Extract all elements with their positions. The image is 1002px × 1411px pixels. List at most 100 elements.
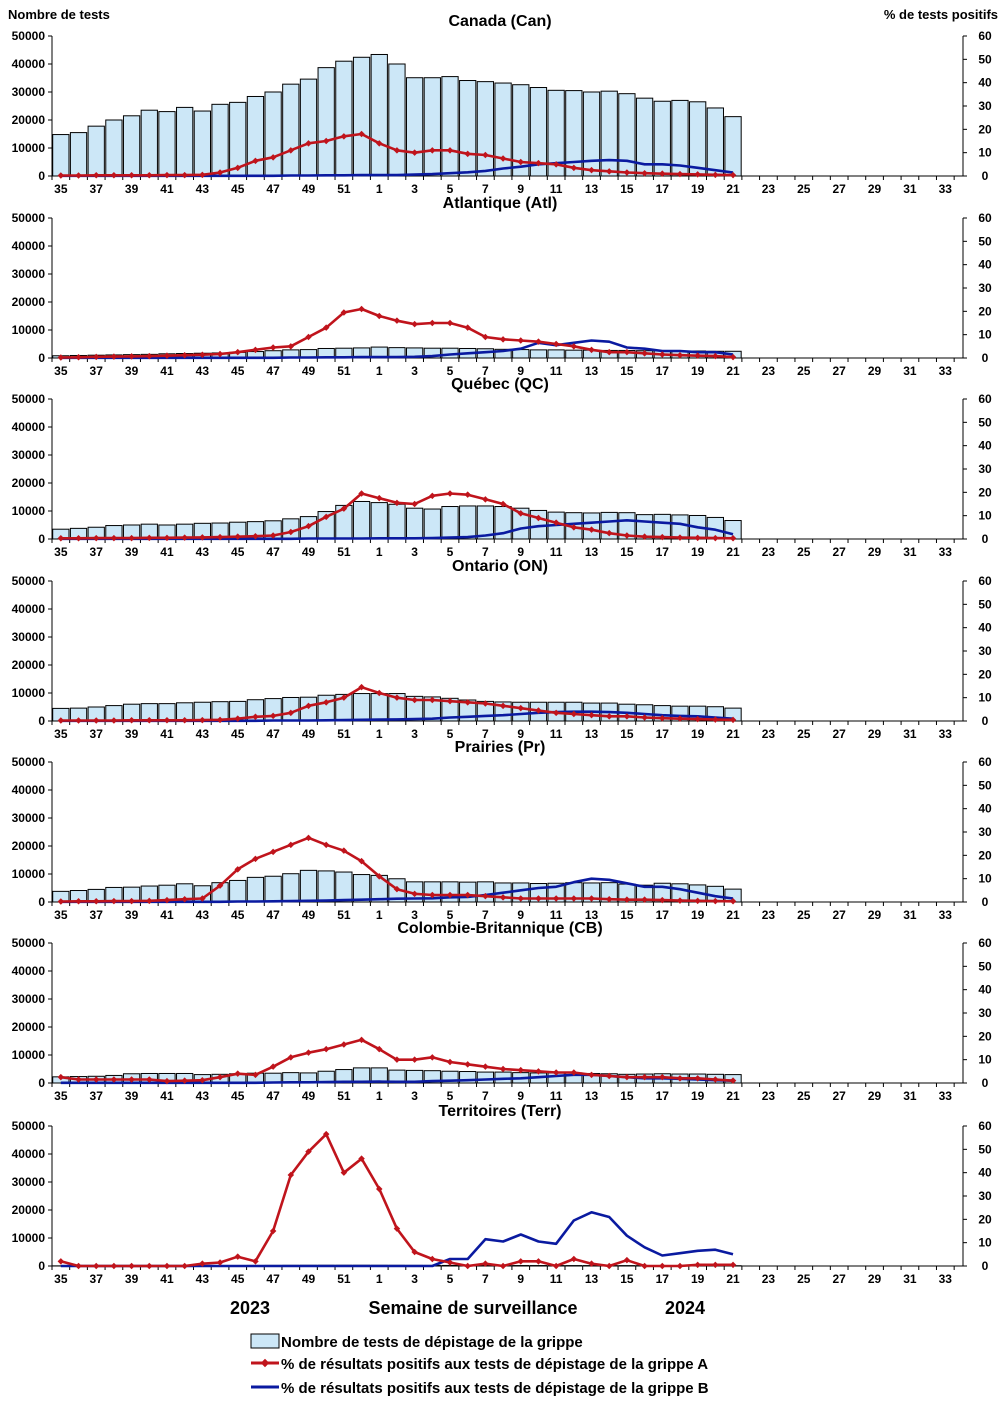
x-tick-label: 49 bbox=[302, 182, 316, 196]
right-tick-label: 50 bbox=[978, 415, 992, 429]
panel-7: Territoires (Terr) 0 10000 20000 30000 40000 5… bbox=[12, 1103, 992, 1286]
x-tick-label: 19 bbox=[691, 908, 705, 922]
tests-bar bbox=[264, 91, 282, 177]
flu-a-point bbox=[411, 890, 418, 898]
x-tick-label: 25 bbox=[797, 545, 811, 559]
flu-a-point bbox=[181, 717, 188, 724]
flu-a-point bbox=[393, 317, 401, 324]
right-tick-label: 40 bbox=[978, 439, 992, 453]
flu-a-point bbox=[358, 857, 365, 865]
flu-a-point bbox=[305, 834, 312, 842]
flu-a-point bbox=[128, 897, 135, 905]
flu-a-point bbox=[146, 172, 153, 179]
panel-title: Atlantique (Atl) bbox=[443, 195, 558, 212]
flu-a-point bbox=[712, 716, 719, 723]
tests-bar bbox=[69, 132, 88, 177]
x-tick-label: 43 bbox=[196, 727, 210, 741]
flu-a-point bbox=[146, 717, 153, 724]
x-tick-label: 13 bbox=[585, 545, 599, 559]
tests-bar bbox=[352, 693, 371, 722]
flu-a-point bbox=[110, 534, 118, 542]
tests-bar bbox=[405, 507, 424, 540]
tests-bar bbox=[140, 109, 158, 177]
x-tick-label: 11 bbox=[550, 727, 563, 741]
left-tick-label: 40000 bbox=[12, 783, 46, 797]
flu-a-point bbox=[199, 895, 206, 902]
x-tick-label: 17 bbox=[656, 545, 670, 559]
panel-4: Ontario (ON) 0 10000 20000 30000 40000 50000 0 1… bbox=[12, 558, 992, 741]
flu-a-point bbox=[552, 161, 560, 168]
x-tick-label: 49 bbox=[302, 364, 316, 378]
x-tick-label: 35 bbox=[54, 182, 68, 196]
x-tick-label: 51 bbox=[337, 1089, 351, 1103]
flu-a-point bbox=[92, 898, 100, 905]
x-tick-label: 7 bbox=[482, 1089, 489, 1103]
right-tick-label: 0 bbox=[982, 532, 989, 546]
left-tick-label: 10000 bbox=[12, 1231, 46, 1245]
x-tick-label: 37 bbox=[90, 364, 104, 378]
left-tick-label: 30000 bbox=[12, 630, 46, 644]
left-tick-label: 20000 bbox=[12, 658, 46, 672]
flu-a-point bbox=[358, 490, 365, 497]
panel-5: Prairies (Pr) 0 10000 20000 30000 40000 50000 0… bbox=[12, 739, 992, 922]
x-tick-label: 3 bbox=[411, 1089, 418, 1103]
x-tick-label: 9 bbox=[517, 364, 524, 378]
x-tick-label: 21 bbox=[726, 364, 740, 378]
tests-bar bbox=[87, 125, 105, 177]
panel-title: Québec (QC) bbox=[451, 376, 549, 393]
x-tick-label: 7 bbox=[482, 545, 489, 559]
flu-a-point bbox=[322, 137, 330, 145]
left-tick-label: 50000 bbox=[12, 755, 46, 769]
x-tick-label: 19 bbox=[691, 182, 705, 196]
flu-a-point bbox=[269, 848, 277, 856]
x-tick-label: 35 bbox=[54, 545, 68, 559]
right-tick-label: 40 bbox=[978, 258, 992, 272]
flu-a-point bbox=[110, 172, 118, 179]
flu-a-point bbox=[517, 510, 525, 517]
flu-a-point bbox=[429, 1054, 436, 1061]
x-tick-label: 45 bbox=[231, 182, 245, 196]
flu-a-point bbox=[694, 715, 701, 723]
flu-a-point bbox=[358, 130, 365, 138]
flu-a-point bbox=[146, 352, 153, 360]
x-tick-label: 29 bbox=[868, 364, 882, 378]
tests-bar bbox=[724, 116, 742, 177]
flu-a-line bbox=[60, 1132, 733, 1268]
flu-a-point bbox=[287, 147, 295, 154]
left-tick-label: 40000 bbox=[12, 420, 46, 434]
right-tick-label: 20 bbox=[978, 667, 992, 681]
tests-bar bbox=[52, 134, 70, 177]
x-tick-label: 33 bbox=[939, 364, 953, 378]
left-tick-label: 30000 bbox=[12, 992, 46, 1006]
flu-a-point bbox=[234, 348, 241, 356]
x-tick-label: 17 bbox=[656, 364, 670, 378]
x-tick-label: 15 bbox=[620, 182, 634, 196]
flu-a-point bbox=[411, 320, 418, 328]
tests-bar bbox=[582, 512, 601, 540]
x-tick-label: 23 bbox=[762, 545, 776, 559]
right-tick-label: 30 bbox=[978, 281, 992, 295]
flu-a-point bbox=[199, 171, 206, 179]
x-tick-label: 41 bbox=[160, 1089, 174, 1103]
x-tick-label: 51 bbox=[337, 545, 351, 559]
flu-a-point bbox=[163, 171, 171, 179]
flu-a-point bbox=[499, 1065, 507, 1073]
right-tick-label: 30 bbox=[978, 1006, 992, 1020]
flu-a-point bbox=[446, 147, 454, 154]
x-tick-label: 19 bbox=[691, 364, 705, 378]
right-axis-label: % de tests positifs bbox=[884, 7, 998, 22]
tests-bar bbox=[618, 93, 636, 177]
tests-bar bbox=[689, 101, 707, 177]
left-tick-label: 0 bbox=[38, 714, 45, 728]
tests-bar bbox=[547, 349, 565, 359]
x-tick-label: 13 bbox=[585, 727, 599, 741]
x-tick-label: 25 bbox=[797, 908, 811, 922]
x-tick-label: 31 bbox=[903, 182, 917, 196]
panel-3: Québec (QC) 0 10000 20000 30000 40000 50000 0 10… bbox=[12, 376, 992, 559]
x-tick-label: 39 bbox=[125, 727, 139, 741]
x-tick-label: 21 bbox=[726, 182, 740, 196]
tests-bar bbox=[211, 103, 229, 177]
right-tick-label: 60 bbox=[978, 29, 992, 43]
tests-bar bbox=[565, 90, 583, 177]
flu-a-point bbox=[535, 895, 542, 902]
